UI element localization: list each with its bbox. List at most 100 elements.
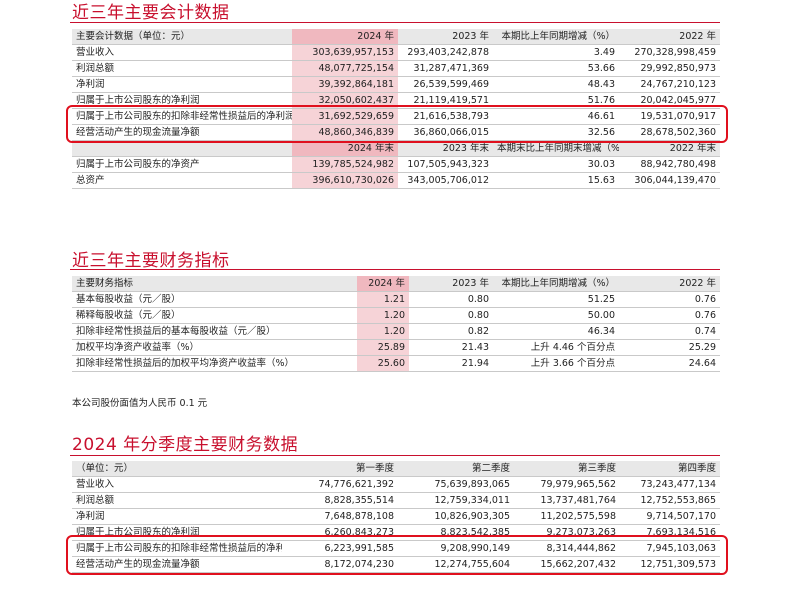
value-cell: 8,314,444,862	[514, 540, 620, 557]
value-cell: 8,172,074,230	[282, 556, 398, 573]
value-cell: 上升 4.46 个百分点	[493, 339, 619, 356]
value-cell: 21,119,419,571	[398, 92, 493, 109]
value-cell: 8,828,355,514	[282, 492, 398, 509]
value-cell: 270,328,998,459	[619, 44, 720, 61]
table-row: 营业收入 303,639,957,153 293,403,242,878 3.49 27…	[72, 44, 720, 61]
header-cell: 第四季度	[620, 461, 720, 477]
header-cell	[72, 140, 292, 157]
value-cell: 0.82	[409, 323, 493, 340]
header-cell: 本期末比上年同期末增减（%）	[493, 140, 619, 157]
value-cell: 74,776,621,392	[282, 476, 398, 493]
table-row: 归属于上市公司股东的净资产 139,785,524,982 107,505,943,…	[72, 156, 720, 173]
row-label-cell: 加权平均净资产收益率（%）	[72, 339, 357, 356]
value-cell: 88,942,780,498	[619, 156, 720, 173]
financial-indicators-table: 主要财务指标 2024 年 2023 年本期比上年同期增减（%） 2022 年基本每股…	[72, 276, 720, 372]
table-row: 稀释每股收益（元／股） 1.20 0.80 50.00 0.76	[72, 307, 720, 324]
value-cell: 25.60	[357, 355, 409, 372]
value-cell: 7,648,878,108	[282, 508, 398, 525]
value-cell: 343,005,706,012	[398, 172, 493, 189]
section3-title: 2024 年分季度主要财务数据	[72, 435, 299, 455]
value-cell: 11,202,575,598	[514, 508, 620, 525]
value-cell: 12,274,755,604	[398, 556, 514, 573]
table-row: 归属于上市公司股东的扣除非经常性损益后的净利润 6,223,991,585 9,20…	[72, 540, 720, 557]
table-header-row: 2024 年末 2023 年末 本期末比上年同期末增减（%） 2022 年末	[72, 140, 720, 157]
value-cell: 6,223,991,585	[282, 540, 398, 557]
section2-rule	[70, 269, 720, 270]
section2-title: 近三年主要财务指标	[72, 251, 230, 271]
header-cell: 本期比上年同期增减（%）	[493, 276, 619, 292]
value-cell: 36,860,066,015	[398, 124, 493, 141]
row-label-cell: 营业收入	[72, 44, 292, 61]
row-label-cell: 归属于上市公司股东的扣除非经常性损益后的净利润	[72, 540, 282, 557]
value-cell: 79,979,965,562	[514, 476, 620, 493]
value-cell: 48.43	[493, 76, 619, 93]
table-row: 经营活动产生的现金流量净额 8,172,074,230 12,274,755,604…	[72, 556, 720, 573]
value-cell: 107,505,943,323	[398, 156, 493, 173]
header-cell: 2022 年末	[619, 140, 720, 157]
quarterly-data-table: （单位：元） 第一季度 第二季度 第三季度 第四季度 营业收入 74,776,621,392…	[72, 461, 720, 573]
value-cell: 50.00	[493, 307, 619, 324]
value-cell: 73,243,477,134	[620, 476, 720, 493]
value-cell: 51.25	[493, 291, 619, 308]
value-cell: 396,610,730,026	[292, 172, 398, 189]
row-label-cell: 经营活动产生的现金流量净额	[72, 124, 292, 141]
table-row: 经营活动产生的现金流量净额 48,860,346,839 36,860,066,01…	[72, 124, 720, 141]
value-cell: 24,767,210,123	[619, 76, 720, 93]
table-row: 扣除非经常性损益后的基本每股收益（元／股） 1.20 0.82 46.34 0.74	[72, 323, 720, 340]
row-label-cell: 稀释每股收益（元／股）	[72, 307, 357, 324]
value-cell: 26,539,599,469	[398, 76, 493, 93]
header-cell: 2024 年末	[292, 140, 398, 157]
section1-title: 近三年主要会计数据	[72, 3, 230, 23]
value-cell: 25.89	[357, 339, 409, 356]
value-cell: 139,785,524,982	[292, 156, 398, 173]
row-label-cell: 归属于上市公司股东的扣除非经常性损益后的净利润	[72, 108, 292, 125]
value-cell: 30.03	[493, 156, 619, 173]
row-label-cell: 扣除非经常性损益后的基本每股收益（元／股）	[72, 323, 357, 340]
value-cell: 31,692,529,659	[292, 108, 398, 125]
header-cell: （单位：元）	[72, 461, 282, 477]
header-cell: 2023 年	[409, 276, 493, 292]
row-label-cell: 净利润	[72, 76, 292, 93]
value-cell: 19,531,070,917	[619, 108, 720, 125]
header-cell: 2023 年	[398, 29, 493, 45]
highlight-box-annual-profit	[66, 105, 728, 143]
value-cell: 10,826,903,305	[398, 508, 514, 525]
value-cell: 1.20	[357, 323, 409, 340]
table-row: 基本每股收益（元／股） 1.21 0.80 51.25 0.76	[72, 291, 720, 308]
table-row: 扣除非经常性损益后的加权平均净资产收益率（%） 25.60 21.94 上升 3.66…	[72, 355, 720, 372]
value-cell: 25.29	[619, 339, 720, 356]
header-cell: 2023 年末	[398, 140, 493, 157]
value-cell: 12,752,553,865	[620, 492, 720, 509]
value-cell: 15.63	[493, 172, 619, 189]
accounting-data-table: 主要会计数据（单位：元） 2024 年 2023 年本期比上年同期增减（%） 2022…	[72, 29, 720, 189]
value-cell: 9,714,507,170	[620, 508, 720, 525]
table-row: 营业收入 74,776,621,392 75,639,893,065 79,979,9…	[72, 476, 720, 493]
row-label-cell: 利润总额	[72, 60, 292, 77]
table-row: 加权平均净资产收益率（%） 25.89 21.43 上升 4.46 个百分点 25.29	[72, 339, 720, 356]
value-cell: 51.76	[493, 92, 619, 109]
value-cell: 31,287,471,369	[398, 60, 493, 77]
value-cell: 12,759,334,011	[398, 492, 514, 509]
value-cell: 39,392,864,181	[292, 76, 398, 93]
header-cell: 2022 年	[619, 276, 720, 292]
row-label-cell: 归属于上市公司股东的净资产	[72, 156, 292, 173]
value-cell: 9,208,990,149	[398, 540, 514, 557]
value-cell: 7,945,103,063	[620, 540, 720, 557]
table-row: 归属于上市公司股东的净利润 32,050,602,437 21,119,419,57…	[72, 92, 720, 109]
value-cell: 12,751,309,573	[620, 556, 720, 573]
value-cell: 0.76	[619, 307, 720, 324]
highlight-box-quarterly-profit	[66, 535, 728, 575]
row-label-cell: 总资产	[72, 172, 292, 189]
header-cell: 主要会计数据（单位：元）	[72, 29, 292, 45]
value-cell: 20,042,045,977	[619, 92, 720, 109]
header-cell: 2024 年	[357, 276, 409, 292]
value-cell: 3.49	[493, 44, 619, 61]
row-label-cell: 营业收入	[72, 476, 282, 493]
header-cell: 本期比上年同期增减（%）	[493, 29, 619, 45]
header-cell: 2024 年	[292, 29, 398, 45]
value-cell: 306,044,139,470	[619, 172, 720, 189]
value-cell: 46.61	[493, 108, 619, 125]
value-cell: 46.34	[493, 323, 619, 340]
row-label-cell: 经营活动产生的现金流量净额	[72, 556, 282, 573]
row-label-cell: 利润总额	[72, 492, 282, 509]
